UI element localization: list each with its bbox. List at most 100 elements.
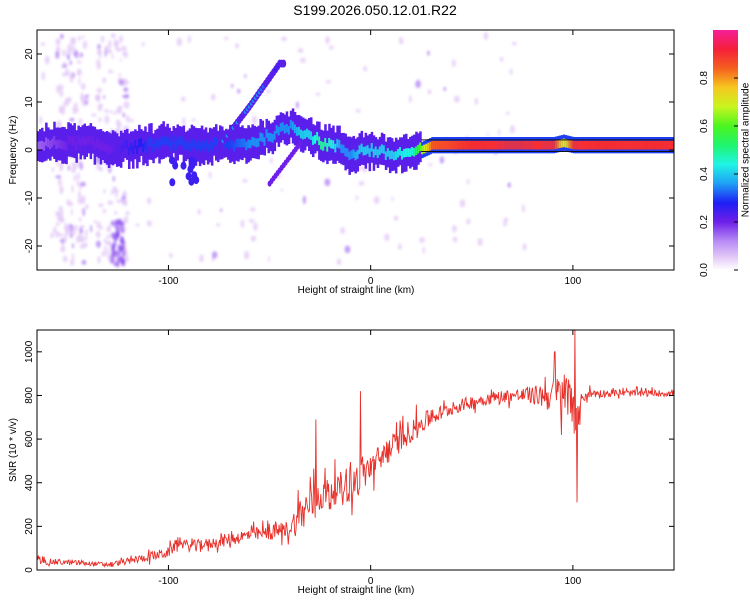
ridge-core [41,140,44,150]
ridge-core [647,140,651,150]
ridge-core [174,142,178,151]
ridge-core [597,140,600,150]
noise-blob [373,196,380,205]
ridge-core [518,140,521,150]
ridge-core [306,128,309,138]
noise-blob [466,178,470,185]
noise-blob [344,245,351,254]
ridge-core [162,135,165,145]
noise-blob [96,48,102,56]
noise-blob [281,36,287,42]
ridge-core [210,142,214,152]
ridge-core [269,133,273,142]
ridge-edge-line [421,139,674,141]
ridge-core [548,140,552,150]
ridge-core [601,140,604,150]
ridge-core [275,124,279,134]
noise-blob [68,201,74,207]
colorbar-gradient [713,30,738,270]
ridge-core [409,148,412,157]
ridge-core [516,140,519,150]
ridge-core [134,140,137,149]
noise-blob [84,234,88,241]
ridge-core [433,140,436,150]
noise-blob [104,109,109,113]
noise-blob [81,243,88,248]
ridge-core [366,145,370,154]
ridge-core [431,140,434,150]
noise-blob [96,96,101,102]
spectrogram-xlabel: Height of straight line (km) [298,285,415,296]
ridge-core [403,148,406,158]
ridge-core [77,135,80,144]
branch-blob [190,157,197,166]
ridge-core [455,140,459,150]
branch-blob [172,161,179,170]
x-tick-label: 100 [565,276,582,287]
ridge-core [538,140,542,150]
noise-blob [223,36,229,40]
ridge-core [289,119,293,129]
noise-blob [112,234,117,241]
ridge-core [318,136,321,146]
ridge-core [119,145,123,154]
ridge-core [81,136,85,145]
noise-blob [135,223,140,227]
noise-blob [325,80,332,84]
noise-blob [104,115,110,124]
ridge-core [388,150,392,160]
ridge-core [362,146,366,156]
ridge-core [63,141,66,150]
ridge-core [562,138,566,148]
noise-blob [114,223,119,230]
ridge-core [469,140,473,150]
noise-blob [121,45,127,52]
ridge-core [249,139,252,149]
ridge-core [576,140,580,150]
ridge-core [475,140,479,150]
ridge-core [121,143,125,152]
noise-blob [358,181,365,186]
ridge-core [595,140,598,150]
ridge-core [316,132,319,141]
noise-blob [428,162,432,167]
ridge-core [670,140,673,150]
ridge-core [85,137,89,146]
noise-blob [98,117,102,123]
noise-blob [123,216,129,224]
ridge-core [471,140,475,150]
noise-blob [234,43,240,49]
ridge-core [447,140,451,150]
noise-blob [111,53,114,60]
ridge-core [421,145,424,155]
noise-blob [115,47,122,52]
noise-blob [82,208,85,217]
noise-blob [90,224,93,233]
noise-blob [340,226,345,235]
ridge-core [279,123,283,132]
ridge-core [643,140,647,150]
ridge-core [645,140,649,150]
ridge-core [667,140,671,150]
noise-blob [102,77,107,83]
noise-blob [521,204,526,213]
noise-blob [408,95,412,103]
ridge-core [437,140,440,150]
ridge-core [132,145,135,155]
ridge-core [384,151,388,160]
ridge-core [617,140,620,150]
ridge-core [271,134,275,143]
ridge-core [126,140,129,149]
noise-blob [248,218,255,223]
ridge-core [435,140,438,150]
noise-blob [452,236,458,243]
ridge-core [67,135,70,144]
ridge-band [37,108,674,175]
noise-blob [427,50,430,56]
ridge-core [180,136,184,145]
noise-blob [80,52,83,57]
ridge-core [334,143,337,153]
noise-blob [115,191,118,199]
